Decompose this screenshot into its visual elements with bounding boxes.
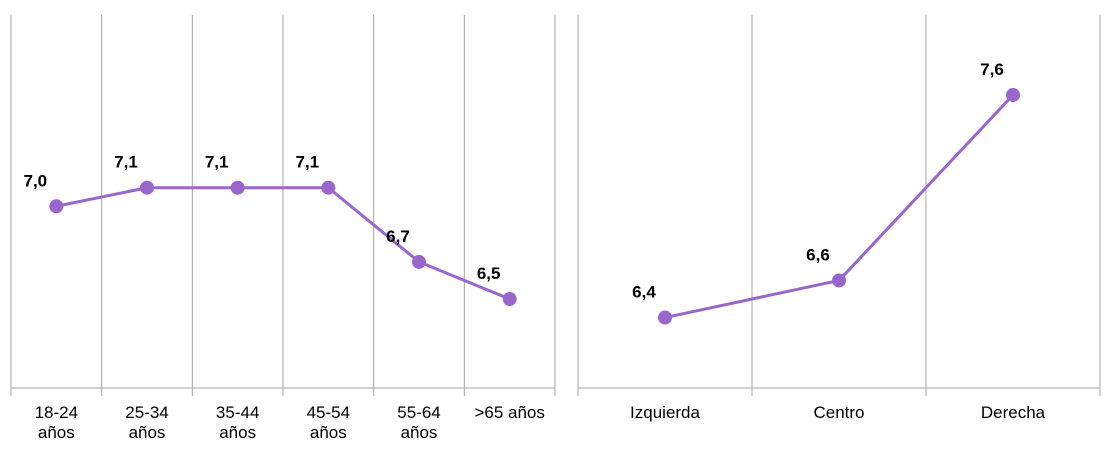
x-tick-label: 55-64 años — [397, 403, 440, 442]
x-tick-label: 35-44 años — [216, 403, 259, 442]
data-point-6 — [502, 292, 517, 306]
data-point-2 — [140, 180, 154, 195]
data-label: 7,1 — [114, 153, 138, 172]
age-chart-panel: 7,0 7,1 7,1 7,1 6,7 6,5 18-24 años 25-34 años 35-4… — [10, 15, 556, 442]
x-tick-label: Izquierda — [630, 403, 700, 422]
x-tick-label: 25-34 años — [125, 403, 168, 442]
data-point-3 — [230, 180, 245, 195]
data-point-1 — [658, 310, 672, 325]
data-label: 6,4 — [632, 283, 656, 302]
data-label: 7,1 — [296, 153, 320, 172]
data-point-2 — [832, 273, 846, 288]
data-point-4 — [321, 180, 336, 195]
ideology-chart-panel: 6,4 6,6 7,6 Izquierda Centro Derecha — [577, 15, 1101, 422]
data-label: 7,0 — [24, 171, 48, 190]
series-line — [56, 186, 511, 301]
x-tick-label: 45-54 años — [307, 403, 350, 442]
data-point-1 — [49, 199, 64, 214]
x-tick-label: Centro — [813, 403, 864, 422]
x-tick-label: Derecha — [981, 403, 1046, 422]
x-tick-label: >65 años — [474, 403, 544, 422]
data-label: 6,5 — [477, 264, 501, 283]
data-label: 6,7 — [386, 227, 410, 246]
data-point-3 — [1006, 88, 1020, 102]
data-label: 7,1 — [205, 153, 229, 172]
x-tick-label: 18-24 años — [35, 403, 78, 442]
data-label: 7,6 — [980, 60, 1004, 79]
data-point-5 — [412, 254, 426, 269]
data-label: 6,6 — [806, 245, 830, 264]
